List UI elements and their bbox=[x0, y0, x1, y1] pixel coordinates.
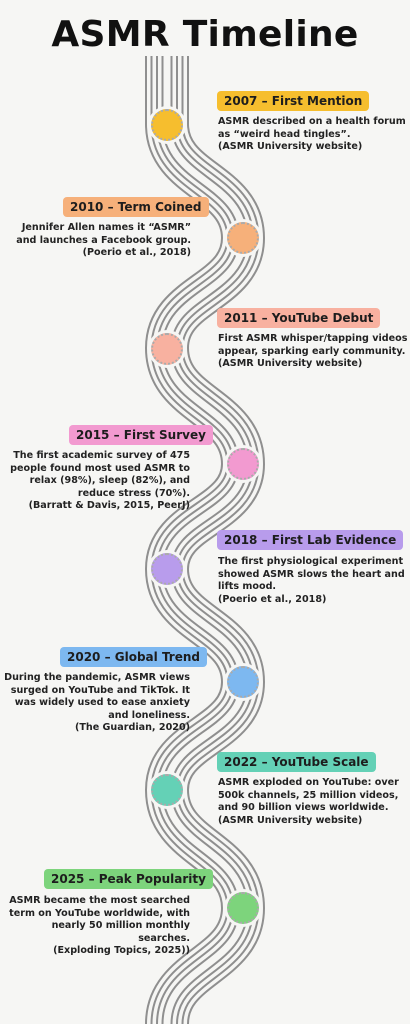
event-label: 2025 – Peak Popularity bbox=[44, 869, 213, 889]
timeline-node bbox=[151, 774, 183, 806]
event-text: The first physiological experiment showe… bbox=[218, 556, 405, 593]
event-source: (ASMR University website) bbox=[218, 814, 363, 826]
event-text: ASMR described on a health forum as “wei… bbox=[218, 116, 406, 140]
event-label: 2015 – First Survey bbox=[69, 425, 213, 445]
event-description: ASMR described on a health forum as “wei… bbox=[218, 116, 408, 154]
event-text: Jennifer Allen names it “ASMR” and launc… bbox=[16, 222, 191, 246]
timeline-node bbox=[227, 892, 259, 924]
timeline-node bbox=[151, 109, 183, 141]
timeline-node bbox=[151, 333, 183, 365]
event-description: The first academic survey of 475 people … bbox=[0, 450, 190, 513]
event-source: (Poerio et al., 2018) bbox=[82, 247, 191, 259]
event-text: During the pandemic, ASMR views surged o… bbox=[4, 672, 190, 721]
event-source: (Exploding Topics, 2025)) bbox=[53, 945, 190, 957]
page-title: ASMR Timeline bbox=[51, 14, 359, 55]
event-source: (Poerio et al., 2018) bbox=[218, 593, 327, 605]
timeline-node bbox=[227, 448, 259, 480]
timeline-node bbox=[227, 222, 259, 254]
event-text: ASMR exploded on YouTube: over 500k chan… bbox=[218, 777, 399, 814]
event-label: 2020 – Global Trend bbox=[60, 647, 207, 667]
event-description: During the pandemic, ASMR views surged o… bbox=[0, 672, 190, 735]
event-label: 2011 – YouTube Debut bbox=[217, 308, 381, 328]
event-label: 2007 – First Mention bbox=[217, 91, 370, 111]
timeline-node bbox=[151, 553, 183, 585]
event-source: (ASMR University website) bbox=[218, 141, 363, 153]
event-description: The first physiological experiment showe… bbox=[218, 556, 408, 606]
event-description: Jennifer Allen names it “ASMR” and launc… bbox=[1, 222, 191, 260]
event-text: First ASMR whisper/tapping videos appear… bbox=[218, 333, 408, 357]
event-text: The first academic survey of 475 people … bbox=[10, 450, 190, 499]
event-description: ASMR became the most searched term on Yo… bbox=[0, 895, 190, 958]
event-label: 2010 – Term Coined bbox=[63, 197, 209, 217]
event-source: (ASMR University website) bbox=[218, 358, 363, 370]
event-label: 2022 – YouTube Scale bbox=[217, 752, 376, 772]
event-label: 2018 – First Lab Evidence bbox=[217, 530, 404, 550]
event-source: (The Guardian, 2020) bbox=[74, 722, 190, 734]
event-description: First ASMR whisper/tapping videos appear… bbox=[218, 333, 408, 371]
event-text: ASMR became the most searched term on Yo… bbox=[9, 895, 190, 944]
event-source: (Barratt & Davis, 2015, PeerJ) bbox=[28, 500, 190, 512]
event-description: ASMR exploded on YouTube: over 500k chan… bbox=[218, 777, 408, 827]
timeline-node bbox=[227, 666, 259, 698]
